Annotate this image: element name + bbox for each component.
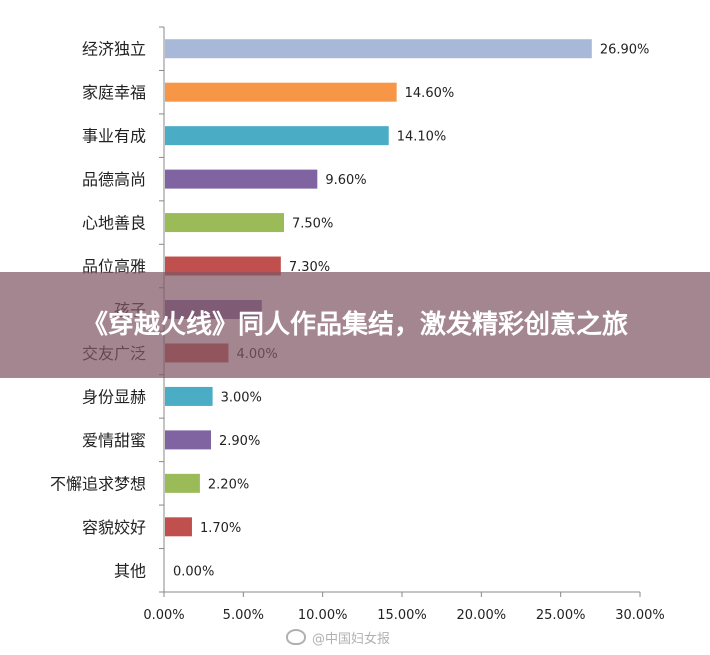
bar [165,386,213,406]
watermark-text: @中国妇女报 [312,631,391,647]
x-tick-label: 10.00% [298,608,348,623]
value-label: 14.10% [397,130,447,145]
value-label: 0.00% [173,564,214,579]
value-label: 14.60% [405,86,455,101]
category-label: 事业有成 [82,127,146,146]
x-tick-label: 30.00% [615,608,665,623]
weibo-logo-icon [286,629,306,645]
category-label: 其他 [114,561,146,580]
category-label: 心地善良 [82,214,146,233]
bar [165,213,284,233]
bar [165,256,281,276]
bar [165,169,318,189]
overlay-title: 《穿越火线》同人作品集结，激发精彩创意之旅 [81,310,628,340]
bar [165,126,389,146]
x-tick-label: 25.00% [536,608,586,623]
value-label: 1.70% [200,521,241,536]
value-label: 2.90% [219,434,260,449]
bar [165,39,592,59]
title-overlay-banner: 《穿越火线》同人作品集结，激发精彩创意之旅 [0,272,710,378]
category-label: 品位高雅 [82,257,146,276]
category-label: 家庭幸福 [82,83,146,102]
x-tick-label: 5.00% [223,608,264,623]
value-label: 26.90% [600,43,650,58]
category-label: 品德高尚 [82,170,146,189]
category-label: 不懈追求梦想 [50,474,146,493]
value-label: 7.50% [292,217,333,232]
category-label: 身份显赫 [82,387,146,406]
x-tick-label: 15.00% [377,608,427,623]
category-label: 经济独立 [82,40,146,59]
x-tick-label: 0.00% [143,608,184,623]
value-label: 7.30% [289,260,330,275]
watermark: @中国妇女报 [286,626,390,648]
value-label: 2.20% [208,477,249,492]
x-tick-label: 20.00% [457,608,507,623]
bar [165,473,200,493]
value-label: 9.60% [325,173,366,188]
value-label: 3.00% [221,390,262,405]
bar [165,430,212,450]
category-label: 容貌姣好 [82,518,146,537]
bar [165,517,192,537]
category-label: 爱情甜蜜 [82,431,146,450]
bar [165,82,397,102]
